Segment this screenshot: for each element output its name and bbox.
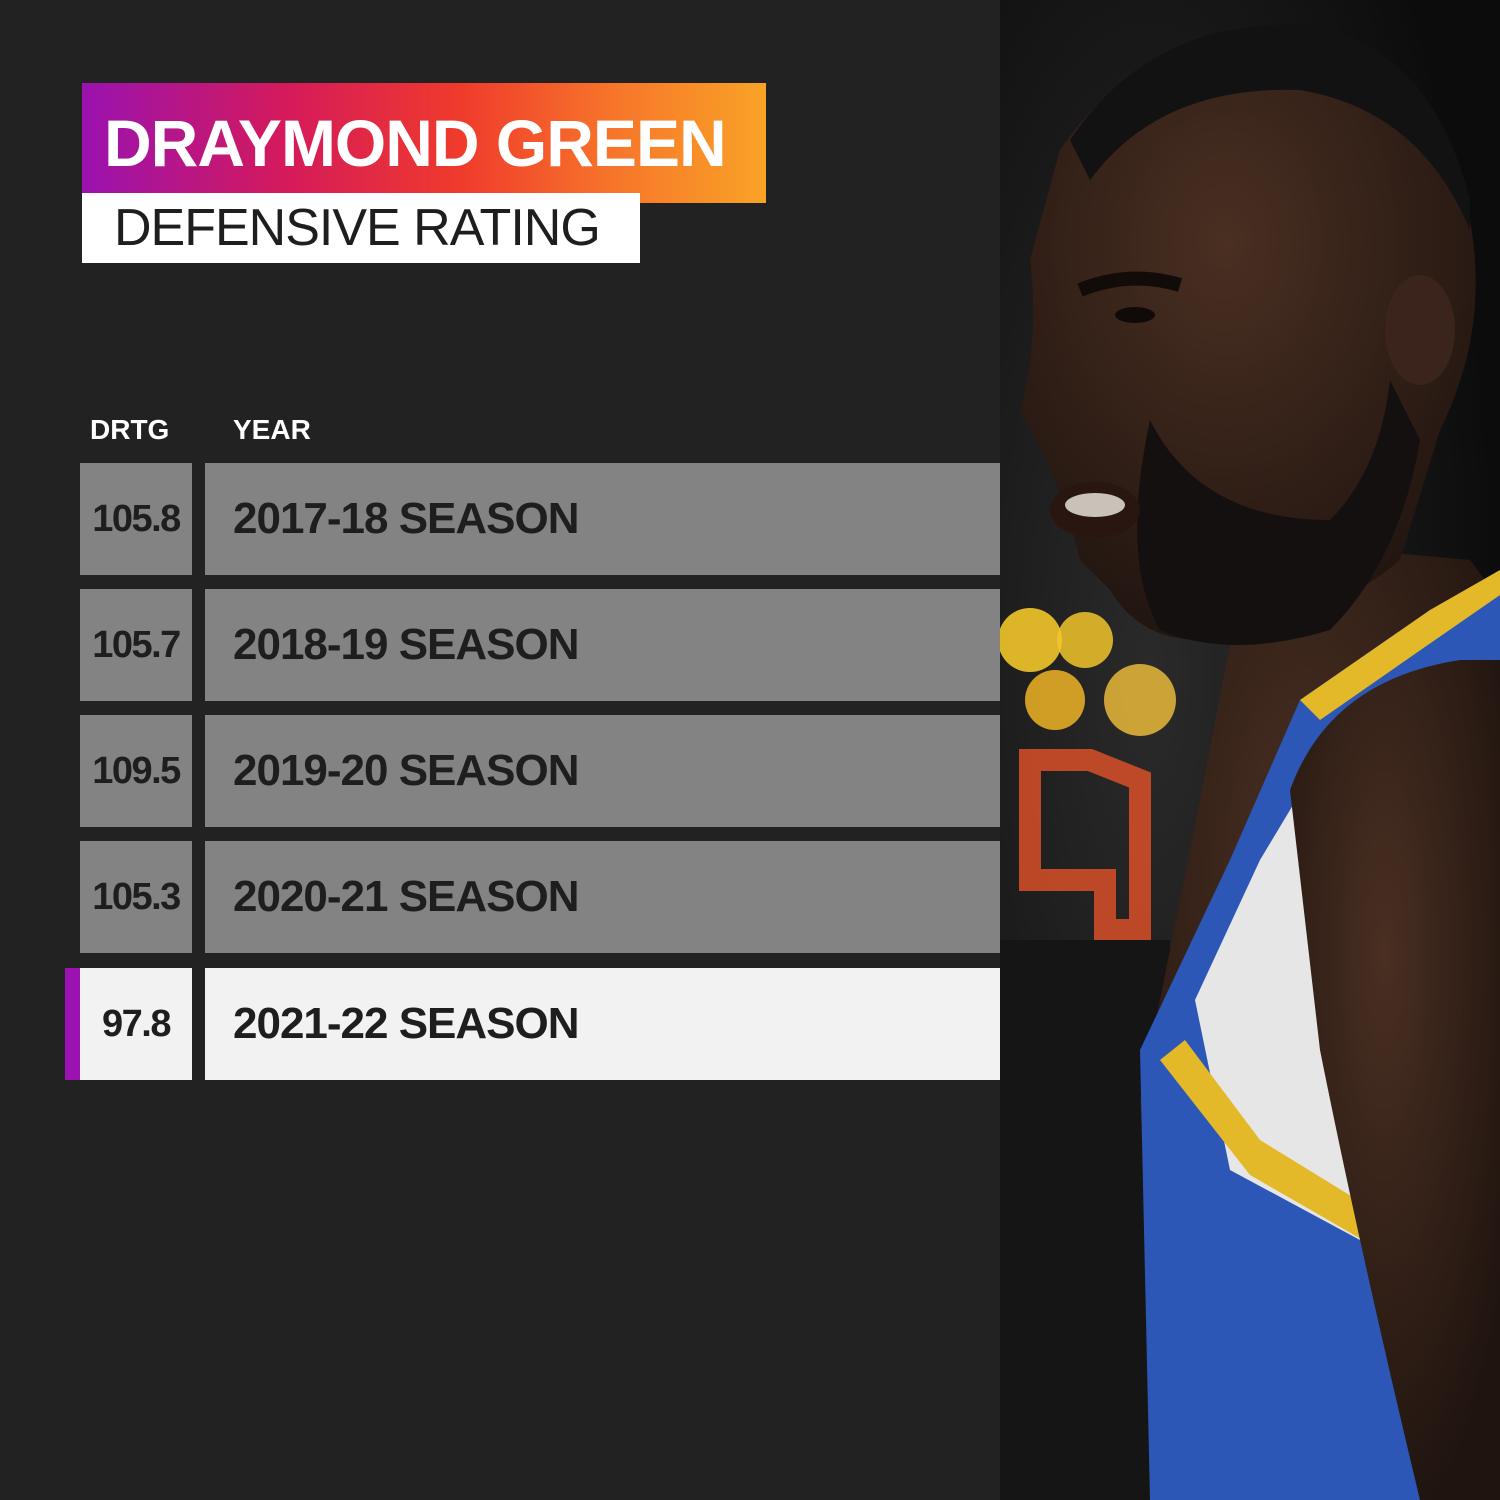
table-row: 105.7 2018-19 SEASON (0, 589, 1000, 701)
drtg-cell: 105.7 (80, 589, 192, 701)
drtg-cell: 97.8 (80, 968, 192, 1080)
season-label: 2018-19 SEASON (233, 620, 580, 669)
year-cell: 2018-19 SEASON (205, 589, 1000, 701)
title-banner: DRAYMOND GREEN (82, 83, 766, 203)
year-cell: 2020-21 SEASON (205, 841, 1000, 953)
season-label: 2017-18 SEASON (233, 494, 580, 543)
season-label: 2019-20 SEASON (233, 746, 580, 795)
player-photo-icon (1000, 0, 1500, 1500)
table-row: 105.3 2020-21 SEASON (0, 841, 1000, 953)
chart-subtitle: DEFENSIVE RATING (114, 199, 601, 257)
drtg-value: 105.8 (92, 497, 181, 540)
year-cell: 2017-18 SEASON (205, 463, 1000, 575)
table-row-highlighted: 97.8 2021-22 SEASON (0, 968, 1000, 1080)
season-label: 2021-22 SEASON (233, 999, 580, 1048)
drtg-value: 105.7 (92, 623, 181, 666)
column-header-year: YEAR (233, 414, 311, 445)
chart-title: DRAYMOND GREEN (104, 106, 727, 180)
table-row: 105.8 2017-18 SEASON (0, 463, 1000, 575)
drtg-cell: 105.3 (80, 841, 192, 953)
drtg-value: 109.5 (92, 749, 181, 792)
column-header-drtg: DRTG (90, 414, 170, 445)
table-row: 109.5 2019-20 SEASON (0, 715, 1000, 827)
year-cell: 2019-20 SEASON (205, 715, 1000, 827)
drtg-cell: 105.8 (80, 463, 192, 575)
drtg-value: 97.8 (102, 1002, 171, 1045)
highlight-accent-bar (65, 968, 80, 1080)
subtitle-banner: DEFENSIVE RATING (82, 193, 640, 263)
year-cell: 2021-22 SEASON (205, 968, 1000, 1080)
drtg-value: 105.3 (92, 875, 181, 918)
season-label: 2020-21 SEASON (233, 872, 580, 921)
drtg-cell: 109.5 (80, 715, 192, 827)
